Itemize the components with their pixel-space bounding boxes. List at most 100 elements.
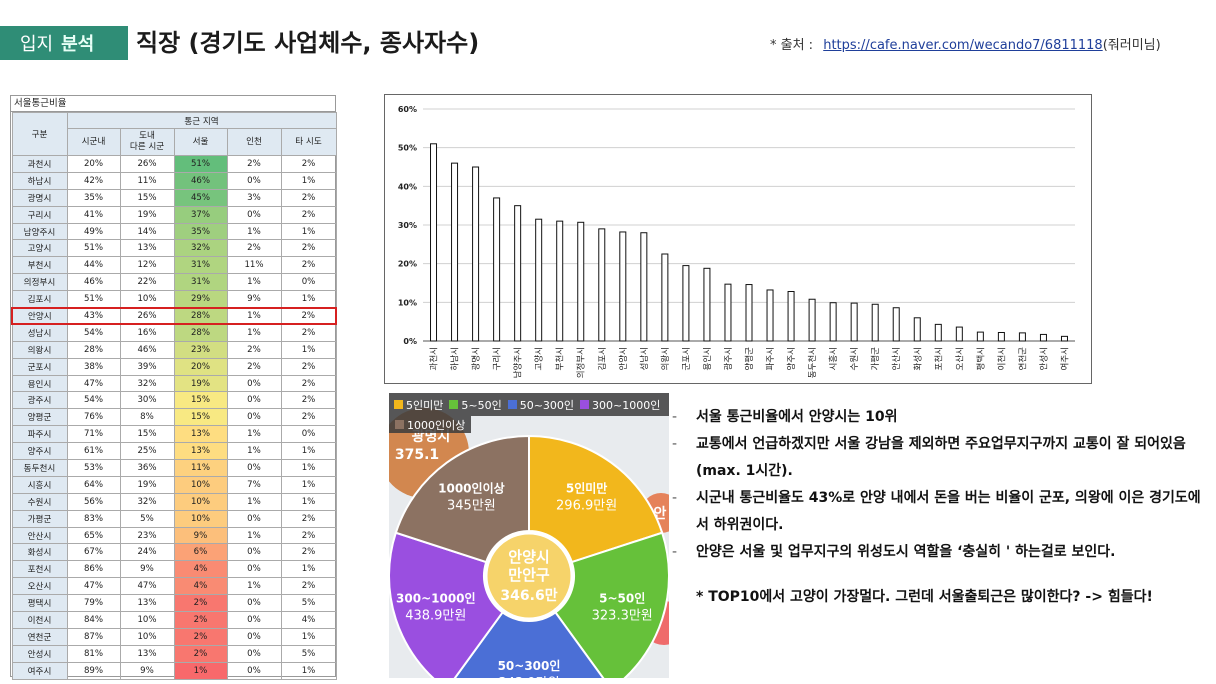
table-cell: 13% <box>173 442 228 461</box>
table-row: 오산시 47% 47% 4% 1% 2% <box>11 577 337 596</box>
table-cell: 84% <box>66 611 121 629</box>
legend-item: 50~300인 <box>507 397 575 413</box>
table-row: 양평군 76% 8% 15% 0% 2% <box>11 408 337 427</box>
table-cell: 13% <box>119 594 175 613</box>
table-row: 의왕시 28% 46% 23% 2% 1% <box>11 340 337 359</box>
table-cell: 1% <box>280 492 337 511</box>
table-cell: 15% <box>119 425 175 444</box>
section-badge: 입지 분석 <box>0 26 128 60</box>
table-cell: 1% <box>280 340 337 359</box>
bar <box>1039 333 1047 342</box>
source-prefix: * 출처 : <box>770 38 814 53</box>
table-row: 하남시 42% 11% 46% 0% 1% <box>11 171 337 190</box>
bar <box>493 197 501 342</box>
table-cell: 10% <box>173 492 228 511</box>
table-cell-city: 안양시 <box>11 306 68 326</box>
source-link[interactable]: https://cafe.naver.com/wecando7/6811118 <box>823 38 1103 53</box>
legend-label: 50~300인 <box>519 398 575 412</box>
legend-swatch <box>507 400 517 409</box>
table-row: 고양시 51% 13% 32% 2% 2% <box>11 239 337 258</box>
map-legend: 5인미만 5~50인 50~300인 300~1000인 <box>389 393 669 416</box>
table-cell: 32% <box>173 239 228 258</box>
x-tick-label: 동두천시 <box>807 347 818 378</box>
note-item: - 교통에서 언급하겠지만 서울 강남을 제외하면 주요업무지구까지 교통이 잘 … <box>672 436 1186 479</box>
table-cell: 83% <box>66 509 121 528</box>
table-cell: 44% <box>66 256 121 275</box>
x-tick-label: 양평군 <box>744 347 755 371</box>
table-cell: 0% <box>226 459 282 477</box>
table-cell: 2% <box>173 611 228 629</box>
legend-swatch <box>580 400 590 409</box>
table-cell: 19% <box>119 475 175 494</box>
table-cell-city: 동두천시 <box>11 459 68 477</box>
x-tick-label: 양주시 <box>786 347 797 370</box>
x-tick-label: 평택시 <box>975 347 986 370</box>
table-cell-city: 용인시 <box>11 374 68 393</box>
table-cell: 2% <box>226 357 282 376</box>
table-cell: 11% <box>119 171 175 190</box>
table-cell: 64% <box>66 475 121 494</box>
table-cell: 29% <box>173 290 228 309</box>
table-row: 광명시 35% 15% 45% 3% 2% <box>11 188 337 207</box>
table-cell-city: 여주시 <box>11 661 68 680</box>
table-cell: 13% <box>119 644 175 663</box>
table-row: 안양시 43% 26% 28% 1% 2% <box>11 306 338 326</box>
table-cell: 1% <box>226 492 282 511</box>
table-cell: 2% <box>280 374 337 393</box>
bar <box>451 162 459 342</box>
slice-value: 438.9만원 <box>405 608 466 623</box>
donut-slice <box>528 434 664 564</box>
table-cell: 6% <box>173 543 228 562</box>
x-tick-label: 연천군 <box>1017 347 1028 371</box>
center-value: 346.6만 <box>500 588 557 604</box>
table-cell: 89% <box>66 661 121 680</box>
bar <box>913 317 921 342</box>
note-text: 안양은 서울 및 업무지구의 위성도시 역할을 ‘충실히 ' 하는걸로 보인다. <box>696 544 1116 560</box>
slice-label: 1000인이상 <box>438 481 505 496</box>
table-cell: 0% <box>226 171 282 190</box>
table-cell-city: 구리시 <box>11 205 68 224</box>
col-header: 시군내 <box>66 128 121 156</box>
table-cell: 0% <box>226 509 282 528</box>
table-cell: 0% <box>226 594 282 613</box>
table-row: 성남시 54% 16% 28% 1% 2% <box>11 323 337 342</box>
table-cell: 24% <box>119 543 175 562</box>
table-cell: 12% <box>119 256 175 275</box>
table-cell: 2% <box>280 543 337 562</box>
table-cell-city: 수원시 <box>11 492 68 511</box>
table-cell: 5% <box>280 644 337 663</box>
col-group-header: 통근 지역 <box>66 112 337 129</box>
table-cell: 9% <box>226 290 282 309</box>
table-cell-city: 양평군 <box>11 408 68 427</box>
table-cell: 56% <box>66 492 121 511</box>
legend-label: 5인미만 <box>406 398 444 412</box>
badge-label-2: 분석 <box>61 34 95 55</box>
table-cell: 2% <box>280 239 337 258</box>
legend-item: 5~50인 <box>449 397 502 413</box>
slice-label: 5인미만 <box>566 481 607 496</box>
table-row: 의정부시 46% 22% 31% 1% 0% <box>11 273 337 292</box>
table-cell: 49% <box>66 222 121 241</box>
y-tick-label: 0% <box>403 337 417 346</box>
bar <box>661 253 669 342</box>
table-cell: 8% <box>119 408 175 427</box>
table-row: 과천시 20% 26% 51% 2% 2% <box>11 155 337 173</box>
x-tick-label: 용인시 <box>702 347 713 370</box>
table-cell: 1% <box>173 661 228 680</box>
table-cell: 53% <box>66 459 121 477</box>
note-item: - 안양은 서울 및 업무지구의 위성도시 역할을 ‘충실히 ' 하는걸로 보인다… <box>672 544 1116 560</box>
table-cell: 54% <box>66 391 121 410</box>
bar <box>892 307 900 342</box>
map-legend-2: 1000인이상 <box>389 416 472 433</box>
table-cell: 14% <box>119 222 175 241</box>
table-cell: 2% <box>173 594 228 613</box>
table-cell: 32% <box>119 374 175 393</box>
table-cell-city: 남양주시 <box>11 222 68 241</box>
table-cell: 0% <box>226 627 282 646</box>
bar <box>724 283 732 342</box>
table-cell: 19% <box>119 205 175 224</box>
bar <box>577 221 585 342</box>
table-cell: 16% <box>119 323 175 342</box>
table-cell: 0% <box>226 644 282 663</box>
table-row: 용인시 47% 32% 19% 0% 2% <box>11 374 337 393</box>
